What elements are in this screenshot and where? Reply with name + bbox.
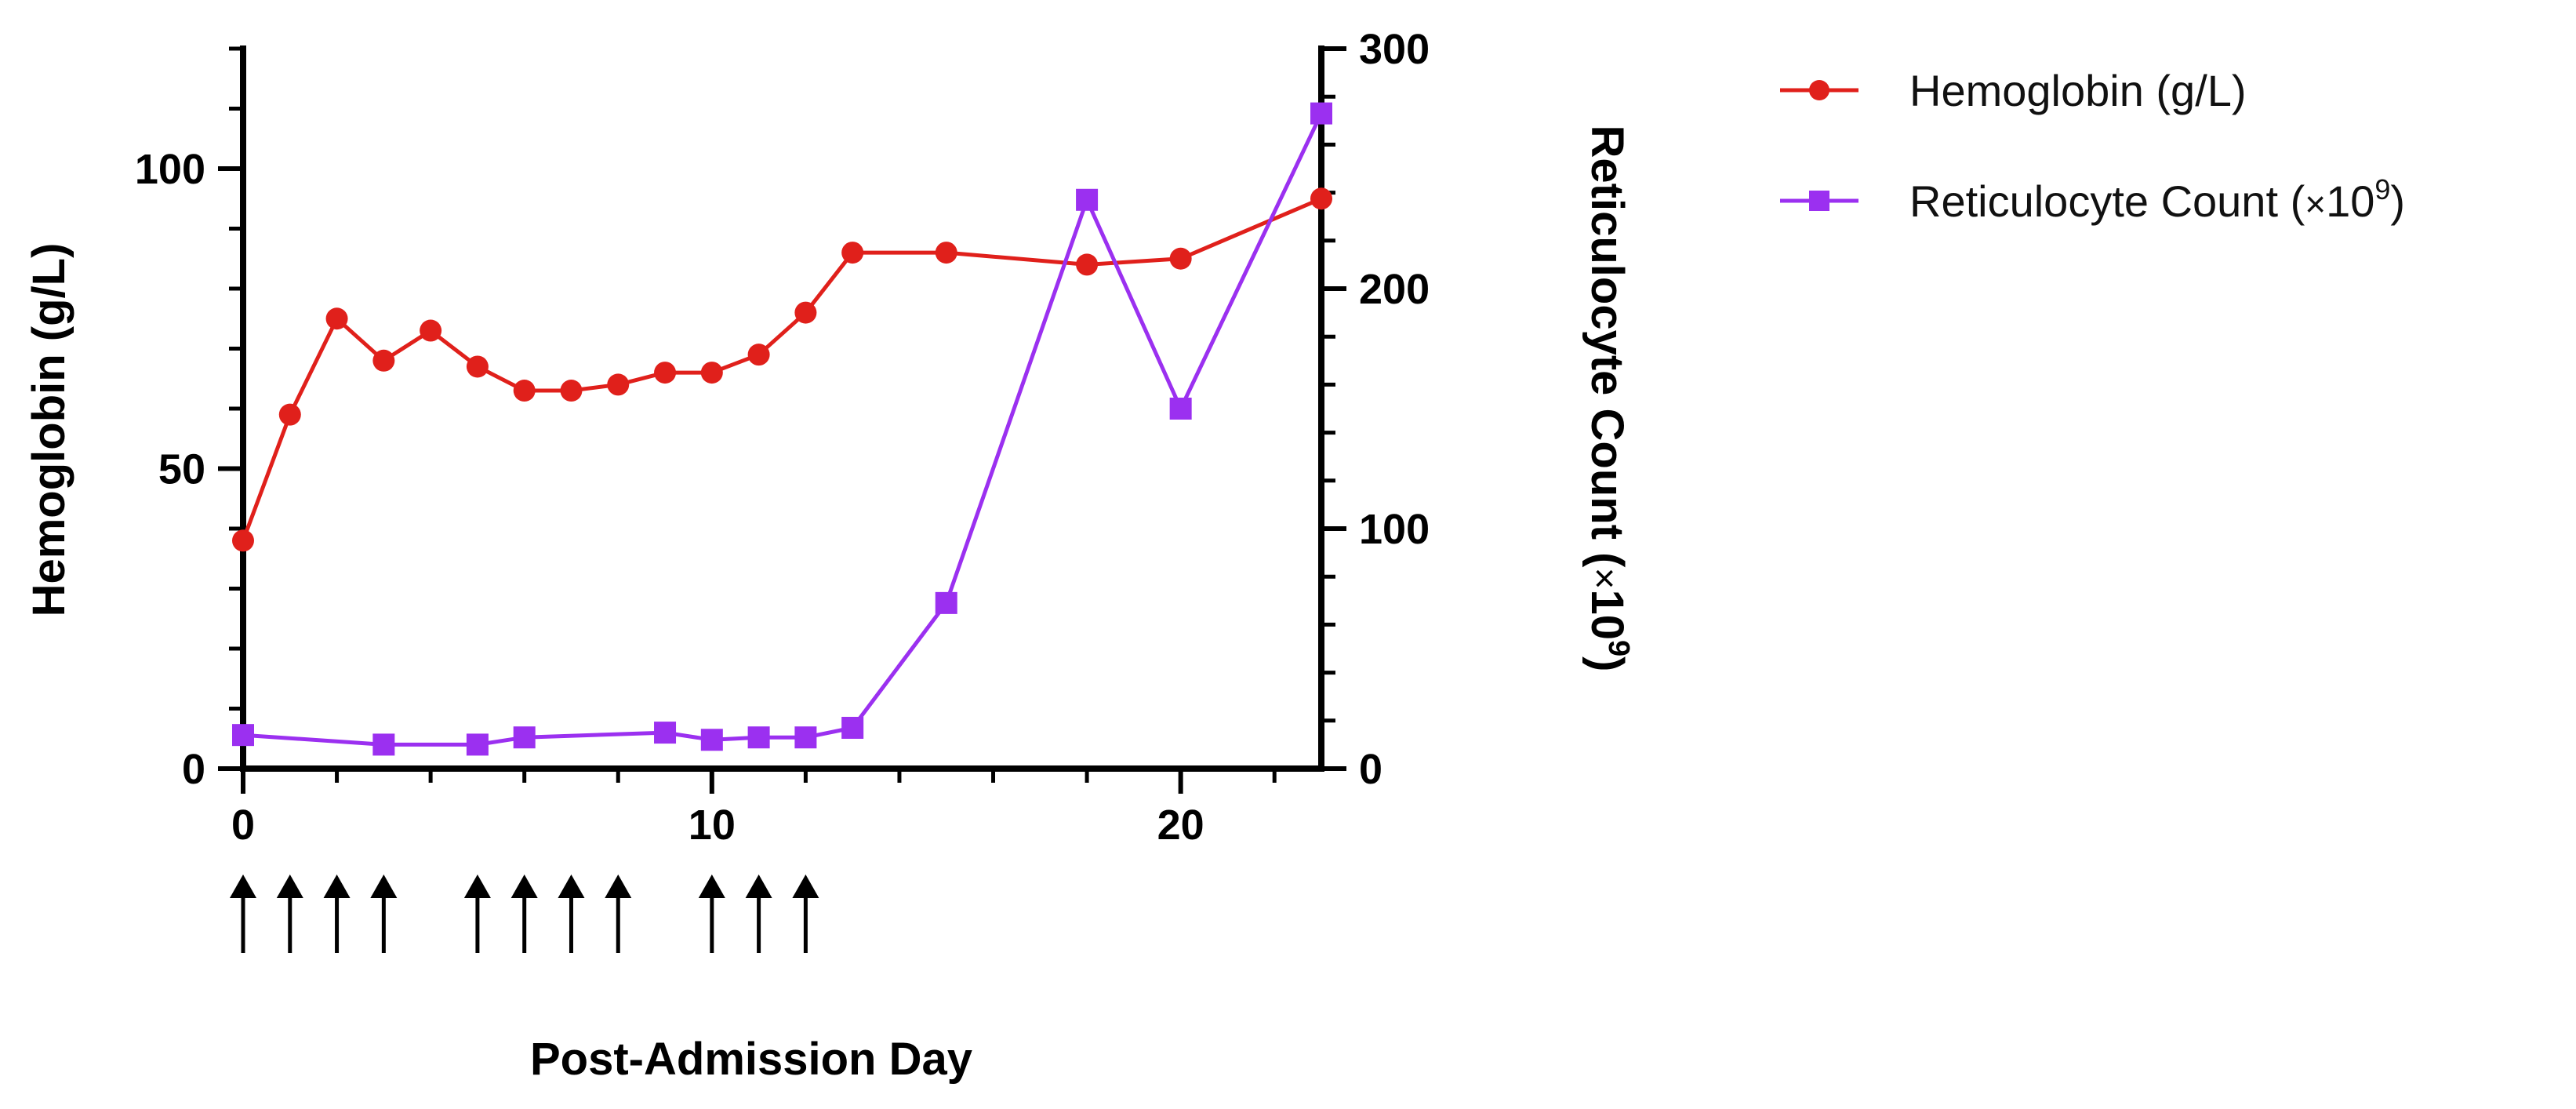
- legend-reticulocyte-label: Reticulocyte Count (×109): [1909, 173, 2405, 226]
- legend-reticulocyte-times: ×: [2305, 184, 2326, 224]
- data-point: [935, 242, 957, 264]
- dose-arrow-head: [370, 874, 398, 898]
- data-point: [232, 529, 254, 552]
- y2-axis-title-base: 10: [1582, 589, 1633, 640]
- data-point: [1310, 102, 1332, 125]
- dose-arrows: [230, 874, 819, 953]
- y-axis-title: Hemoglobin (g/L): [24, 243, 74, 617]
- x-tick-label: 20: [1157, 802, 1204, 849]
- y-tick-label: 0: [182, 746, 205, 793]
- axes: 0 50 100 0 100 200 300 0 10 20: [135, 26, 1430, 849]
- data-point: [747, 726, 770, 749]
- y2-tick-label: 100: [1359, 506, 1430, 553]
- dose-arrow: [792, 874, 819, 953]
- dose-arrow: [745, 874, 772, 953]
- data-point: [841, 716, 864, 739]
- series-line: [241, 197, 1322, 542]
- data-point: [372, 349, 395, 372]
- dose-arrow-head: [510, 874, 538, 898]
- dose-arrow: [558, 874, 585, 953]
- data-point: [935, 591, 957, 614]
- legend: Hemoglobin (g/L) Reticulocyte Count (×10…: [1780, 66, 2405, 226]
- x-tick-label: 0: [231, 802, 255, 849]
- data-point: [278, 403, 301, 426]
- data-point: [654, 722, 677, 744]
- y2-axis-title-exp: 9: [1602, 640, 1635, 656]
- y2-tick-label: 0: [1359, 746, 1382, 793]
- data-point: [560, 380, 583, 402]
- data-point: [747, 344, 770, 366]
- y2-tick-label: 200: [1359, 266, 1430, 313]
- x-tick-label: 10: [689, 802, 736, 849]
- series-hemoglobin: [232, 187, 1332, 552]
- data-point: [466, 733, 489, 756]
- data-point: [607, 373, 630, 396]
- legend-hemoglobin-label: Hemoglobin (g/L): [1909, 66, 2247, 115]
- legend-item-reticulocyte: Reticulocyte Count (×109): [1780, 173, 2405, 226]
- legend-reticulocyte-prefix: Reticulocyte Count (: [1909, 176, 2305, 226]
- x-axis-title: Post-Admission Day: [530, 1034, 972, 1085]
- data-point: [513, 380, 536, 402]
- y2-axis-title-suffix: ): [1582, 656, 1633, 671]
- dose-arrow-head: [323, 874, 351, 898]
- y2-tick-label: 300: [1359, 26, 1430, 73]
- dose-arrow-head: [463, 874, 491, 898]
- dose-arrow: [463, 874, 491, 953]
- dose-arrow-head: [745, 874, 772, 898]
- y-tick-label: 100: [135, 146, 205, 193]
- dose-arrow-head: [276, 874, 303, 898]
- data-point: [420, 319, 442, 342]
- data-point: [1169, 398, 1192, 420]
- data-point: [700, 362, 723, 384]
- data-point: [794, 301, 817, 324]
- dose-arrow-head: [698, 874, 725, 898]
- y2-axis-title: Reticulocyte Count (×109): [1582, 125, 1635, 672]
- series-layer: [232, 102, 1332, 756]
- legend-reticulocyte-marker: [1809, 191, 1829, 211]
- dose-arrow: [605, 874, 632, 953]
- dose-arrow: [276, 874, 303, 953]
- dose-arrow-head: [792, 874, 819, 898]
- legend-item-hemoglobin: Hemoglobin (g/L): [1780, 66, 2247, 115]
- dose-arrow: [510, 874, 538, 953]
- legend-reticulocyte-suffix: ): [2390, 176, 2405, 226]
- data-point: [1076, 188, 1099, 211]
- series-line: [242, 112, 1324, 747]
- data-point: [654, 362, 677, 384]
- data-point: [325, 307, 348, 330]
- data-point: [513, 726, 536, 749]
- data-point: [1169, 247, 1192, 270]
- data-point: [372, 733, 395, 756]
- data-point: [1076, 253, 1099, 276]
- data-point: [466, 355, 489, 378]
- legend-reticulocyte-base: 10: [2326, 176, 2374, 226]
- dose-arrow-head: [230, 874, 256, 898]
- legend-hemoglobin-marker: [1809, 80, 1829, 100]
- dose-arrow: [698, 874, 725, 953]
- y-tick-label: 50: [158, 446, 205, 493]
- y2-axis-title-times: ×: [1583, 567, 1625, 589]
- y2-axis-title-prefix: Reticulocyte Count (: [1582, 125, 1633, 569]
- dose-arrow: [370, 874, 398, 953]
- data-point: [232, 724, 254, 747]
- data-point: [1310, 187, 1332, 210]
- data-point: [841, 242, 864, 264]
- data-point: [794, 726, 817, 749]
- dose-arrow-head: [558, 874, 585, 898]
- dose-arrow: [323, 874, 351, 953]
- legend-reticulocyte-exp: 9: [2374, 173, 2390, 205]
- data-point: [700, 729, 723, 751]
- dose-arrow-head: [605, 874, 632, 898]
- dose-arrow: [230, 874, 256, 953]
- series-reticulocyte: [232, 102, 1332, 756]
